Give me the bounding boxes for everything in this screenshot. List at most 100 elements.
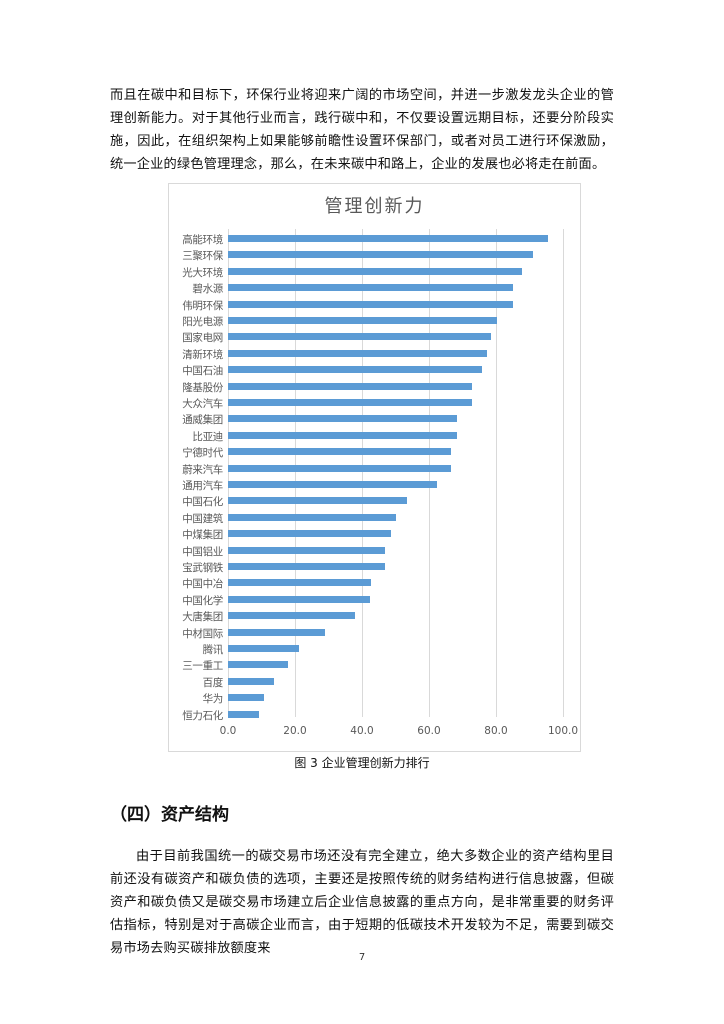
bar	[228, 481, 437, 488]
y-axis-line	[228, 229, 229, 717]
category-label: 中国铝业	[182, 545, 223, 558]
bar	[228, 513, 396, 521]
bar-row: 中国石油	[166, 362, 566, 378]
bar	[228, 563, 386, 570]
category-label: 比亚迪	[192, 430, 223, 443]
bar-row: 伟明环保	[166, 297, 566, 313]
gridline	[563, 229, 564, 717]
category-label: 阳光电源	[182, 316, 223, 328]
bar-row: 中煤集团	[166, 526, 566, 542]
category-label: 中材国际	[182, 627, 223, 640]
bar	[228, 694, 264, 702]
bar-row: 中国石化	[166, 493, 566, 509]
bar-row: 腾讯	[166, 641, 566, 657]
category-label: 国家电网	[182, 332, 223, 345]
figure-caption: 图 3 企业管理创新力排行	[294, 756, 430, 770]
bar-row: 国家电网	[166, 329, 566, 345]
bar-row: 华为	[166, 690, 566, 706]
bar-chart: 管理创新力 0.0 20.0 40.0 60.0 80.0 100.0 高能环境 三聚环保 光大…	[168, 183, 581, 752]
category-label: 宝武钢铁	[182, 562, 223, 574]
bar	[228, 645, 300, 652]
x-tick-label: 40.0	[350, 725, 374, 737]
x-tick-label: 0.0	[219, 725, 237, 737]
x-tick-label: 100.0	[547, 725, 579, 737]
category-label: 大唐集团	[182, 611, 223, 624]
bar	[228, 382, 472, 390]
bar-row: 高能环境	[166, 231, 566, 247]
body-paragraph-2: 由于目前我国统一的碳交易市场还没有完全建立，绝大多数企业的资产结构里目前还没有碳…	[110, 849, 614, 956]
category-label: 中国石化	[182, 496, 223, 509]
bar-row: 通威集团	[166, 411, 566, 427]
bar	[228, 497, 407, 505]
bar-row: 大唐集团	[166, 608, 566, 624]
bar-row: 阳光电源	[166, 313, 566, 329]
bar-row: 宁德时代	[166, 444, 566, 460]
bar-row: 中材国际	[166, 625, 566, 641]
bar	[228, 628, 326, 636]
category-label: 百度	[202, 676, 224, 689]
category-label: 华为	[202, 693, 224, 706]
bar-row: 碧水源	[166, 280, 566, 296]
bar	[228, 366, 482, 374]
bar	[228, 399, 472, 406]
bar	[228, 710, 260, 718]
bar	[228, 267, 523, 275]
category-label: 通威集团	[182, 414, 223, 427]
bar-row: 光大环境	[166, 264, 566, 280]
bar-row: 百度	[166, 674, 566, 690]
bar	[228, 415, 458, 423]
bar	[228, 612, 355, 620]
plot-area: 0.0 20.0 40.0 60.0 80.0 100.0 高能环境三聚环保光大环境碧水源伟…	[182, 229, 578, 737]
bar-row: 比亚迪	[166, 428, 566, 444]
bar-row: 隆基股份	[166, 379, 566, 395]
category-label: 大众汽车	[182, 398, 223, 410]
bar	[228, 579, 372, 587]
gridline	[295, 229, 296, 717]
bar-row: 中国建筑	[166, 510, 566, 526]
bar	[228, 546, 386, 554]
gridline	[496, 229, 497, 717]
gridline	[429, 229, 430, 717]
category-label: 中国石油	[182, 365, 223, 378]
bar-row: 通用汽车	[166, 477, 566, 493]
bar	[228, 448, 452, 456]
category-label: 中国化学	[182, 594, 223, 607]
bar-row: 中国中冶	[166, 575, 566, 591]
category-label: 蔚来汽车	[182, 463, 223, 476]
category-label: 宁德时代	[182, 447, 223, 460]
bar	[228, 530, 392, 538]
x-tick-label: 80.0	[484, 725, 508, 737]
category-label: 腾讯	[202, 644, 224, 656]
category-label: 中国中冶	[182, 578, 223, 591]
bar-row: 恒力石化	[166, 707, 566, 723]
bar-row: 三一重工	[166, 657, 566, 673]
x-tick-label: 20.0	[283, 725, 307, 737]
category-label: 清新环境	[182, 348, 223, 361]
x-tick-label: 60.0	[417, 725, 441, 737]
category-label: 碧水源	[192, 283, 223, 296]
page-number: 7	[358, 952, 366, 963]
bar	[228, 661, 289, 669]
gridline	[362, 229, 363, 717]
category-label: 中煤集团	[182, 529, 223, 542]
body-paragraph-1: 而且在碳中和目标下，环保行业将迎来广阔的市场空间，并进一步激发龙头企业的管理创新…	[110, 88, 614, 172]
bar	[228, 251, 533, 259]
bar	[228, 333, 491, 341]
category-label: 中国建筑	[182, 512, 223, 525]
category-label: 光大环境	[182, 266, 223, 279]
section-heading: （四）资产结构	[110, 805, 229, 825]
category-label: 伟明环保	[182, 299, 223, 312]
bar-row: 中国铝业	[166, 543, 566, 559]
category-label: 高能环境	[182, 234, 223, 246]
bar	[228, 284, 513, 292]
bar-row: 蔚来汽车	[166, 461, 566, 477]
bar	[228, 317, 498, 324]
bar	[228, 235, 548, 242]
bar	[228, 464, 452, 472]
bar-row: 大众汽车	[166, 395, 566, 411]
bar	[228, 677, 274, 685]
category-label: 三聚环保	[182, 250, 223, 263]
bar-row: 中国化学	[166, 592, 566, 608]
bar-row: 宝武钢铁	[166, 559, 566, 575]
category-label: 三一重工	[182, 660, 223, 673]
